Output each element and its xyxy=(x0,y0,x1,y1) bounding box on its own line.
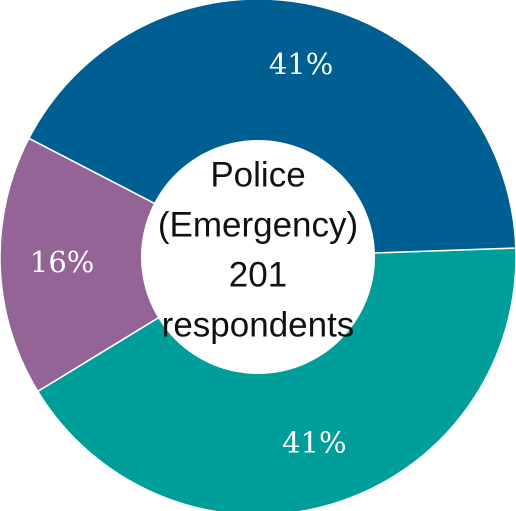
slice-label-3: 41% xyxy=(269,47,333,81)
center-count: 201 xyxy=(229,255,287,294)
slice-labels-layer: 41% 16% 41% xyxy=(30,47,347,460)
slice-label-2: 16% xyxy=(30,245,94,279)
slice-label-1: 41% xyxy=(282,426,346,460)
center-count-label: respondents xyxy=(162,305,355,344)
donut-hole xyxy=(141,140,375,374)
center-subtitle: (Emergency) xyxy=(158,205,358,244)
pie-slice-1 xyxy=(36,247,516,511)
pie-slice-3 xyxy=(27,0,516,258)
center-title: Police xyxy=(210,155,305,194)
pie-slice-2 xyxy=(0,137,260,393)
